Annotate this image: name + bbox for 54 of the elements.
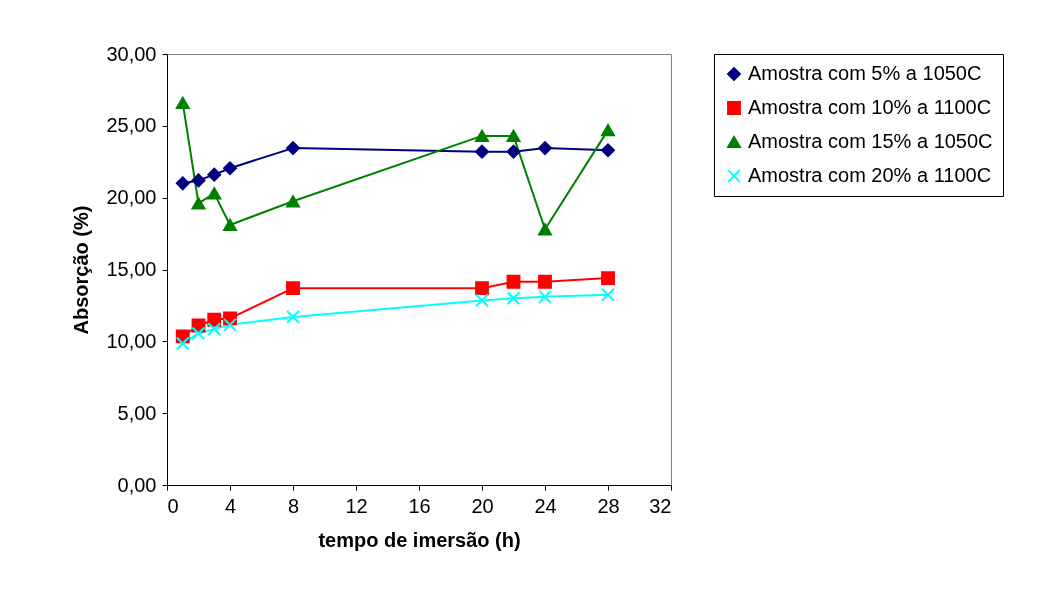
legend-label: Amostra com 15% a 1050C <box>748 130 993 152</box>
legend-label: Amostra com 10% a 1100C <box>748 96 992 118</box>
point <box>191 197 206 210</box>
point <box>601 271 615 286</box>
x-tick-label: 16 <box>408 494 431 517</box>
y-axis-title: Absorção (%) <box>70 205 93 335</box>
point <box>191 326 206 341</box>
point <box>506 274 521 289</box>
point <box>286 195 300 208</box>
point <box>601 143 615 158</box>
legend-label: Amostra com 20% a 1100C <box>748 164 992 186</box>
y-tick-label: 0,00 <box>117 473 157 496</box>
point <box>538 223 552 236</box>
legend-label: Amostra com 5% a 1050C <box>748 62 982 84</box>
point <box>538 289 552 304</box>
point <box>286 281 300 296</box>
point <box>538 141 552 156</box>
point <box>506 291 521 306</box>
point <box>506 129 521 143</box>
point <box>175 336 190 351</box>
y-tick-label: 30,00 <box>106 42 157 65</box>
x-tick-label: 4 <box>224 494 237 517</box>
y-tick-label: 15,00 <box>106 258 157 280</box>
x-tick-label: 24 <box>534 494 557 517</box>
x-tick-label: 0 <box>167 494 179 517</box>
y-tick-label: 5,00 <box>117 401 157 424</box>
y-tick-label: 10,00 <box>106 329 157 352</box>
point <box>538 274 552 289</box>
y-tick-label: 25,00 <box>106 114 157 137</box>
point <box>506 144 521 159</box>
point <box>601 287 615 302</box>
point <box>207 322 222 337</box>
point <box>223 218 237 232</box>
point <box>207 167 222 182</box>
y-tick-label: 20,00 <box>106 186 157 209</box>
point <box>175 176 190 191</box>
point <box>191 173 206 188</box>
point <box>475 281 489 296</box>
x-tick-label: 12 <box>345 494 368 517</box>
x-tick-label: 28 <box>597 494 620 517</box>
x-axis-title: tempo de imersão (h) <box>318 528 521 551</box>
x-tick-label: 8 <box>287 494 300 517</box>
point <box>475 144 489 159</box>
point <box>223 317 237 332</box>
point <box>286 141 300 156</box>
point <box>223 161 237 176</box>
point <box>286 309 300 324</box>
x-tick-label: 32 <box>649 494 672 517</box>
point <box>175 96 190 109</box>
x-tick-label: 20 <box>471 494 494 517</box>
point <box>475 129 489 143</box>
point <box>475 293 489 308</box>
point <box>601 124 615 137</box>
point <box>207 187 222 200</box>
